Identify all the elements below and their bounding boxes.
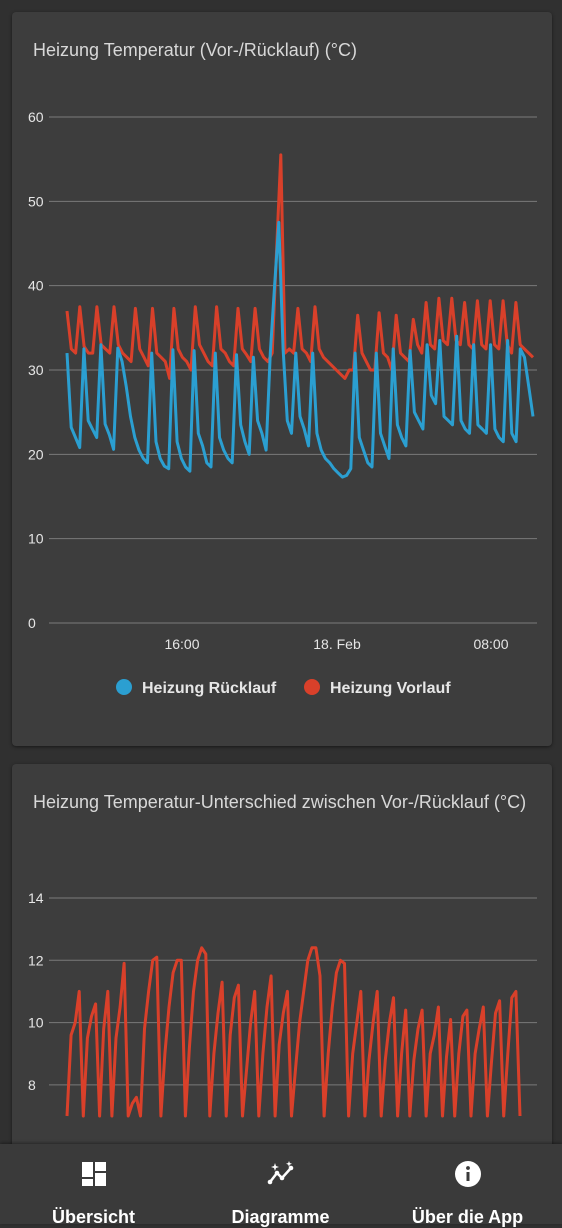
chart-icon bbox=[267, 1161, 293, 1185]
y-tick-label: 20 bbox=[28, 446, 44, 462]
y-tick-label: 60 bbox=[28, 109, 44, 125]
y-tick-label: 50 bbox=[28, 193, 44, 209]
legend-marker bbox=[116, 679, 132, 695]
bottom-navigation: Übersicht Diagramme Über die App bbox=[0, 1144, 562, 1227]
nav-item-diagramme[interactable]: Diagramme bbox=[187, 1144, 374, 1227]
y-tick-label: 10 bbox=[28, 1015, 44, 1031]
nav-label: Übersicht bbox=[51, 1207, 136, 1227]
y-tick-label: 8 bbox=[28, 1077, 36, 1093]
legend-label: Heizung Rücklauf bbox=[142, 680, 277, 697]
chart-card-temperature: Heizung Temperatur (Vor-/Rücklauf) (°C) … bbox=[12, 12, 552, 746]
chart-card-temperature-difference: Heizung Temperatur-Unterschied zwischen … bbox=[12, 764, 552, 1184]
series-line bbox=[65, 153, 535, 380]
nav-label: Diagramme bbox=[231, 1207, 330, 1227]
temperature-line-chart: 60 50 40 30 20 10 0 16:00 18. Feb 08:00 Heizung Rü… bbox=[28, 109, 537, 697]
nav-label: Über die App bbox=[411, 1207, 524, 1227]
x-tick-label: 16:00 bbox=[164, 636, 199, 652]
x-tick-label: 18. Feb bbox=[313, 636, 361, 652]
chart-title: Heizung Temperatur-Unterschied zwischen … bbox=[33, 792, 527, 812]
series-line bbox=[65, 946, 522, 1118]
y-tick-label: 12 bbox=[28, 952, 44, 968]
nav-item-uebersicht[interactable]: Übersicht bbox=[0, 1144, 187, 1227]
chart-title: Heizung Temperatur (Vor-/Rücklauf) (°C) bbox=[33, 40, 357, 60]
series-line bbox=[65, 220, 535, 479]
info-icon bbox=[454, 1161, 481, 1187]
legend-marker bbox=[304, 679, 320, 695]
temperature-difference-line-chart: 14 12 10 8 bbox=[28, 890, 537, 1118]
legend-label: Heizung Vorlauf bbox=[330, 680, 451, 697]
x-tick-label: 08:00 bbox=[473, 636, 508, 652]
nav-item-ueber-die-app[interactable]: Über die App bbox=[374, 1144, 561, 1227]
y-tick-label: 30 bbox=[28, 362, 44, 378]
y-tick-label: 10 bbox=[28, 531, 44, 547]
y-tick-label: 14 bbox=[28, 890, 44, 906]
y-tick-label: 40 bbox=[28, 278, 44, 294]
y-tick-label: 0 bbox=[28, 615, 36, 631]
dashboard-icon bbox=[81, 1162, 106, 1186]
